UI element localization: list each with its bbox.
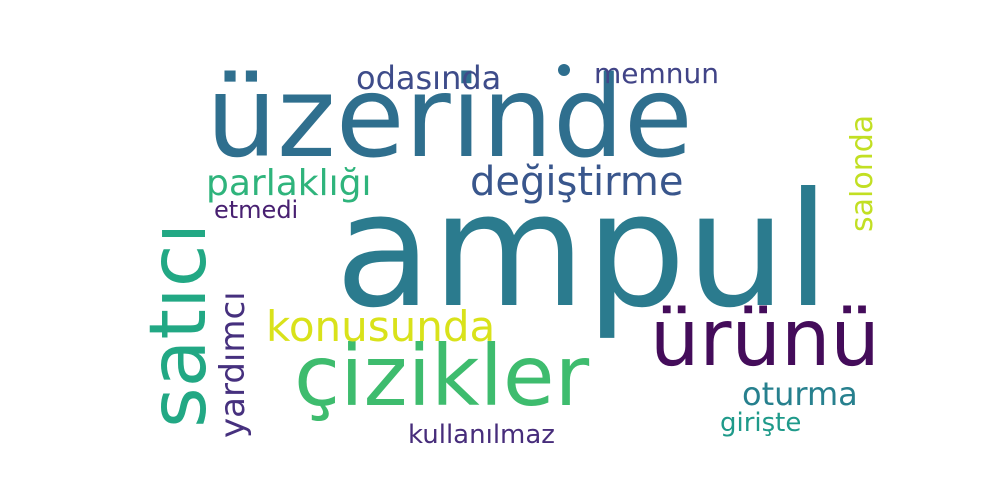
word-etmedi: etmedi xyxy=(214,196,299,224)
word-cizikler: çizikler xyxy=(294,327,590,425)
word-oturma: oturma xyxy=(742,375,858,413)
word-uzerinde: üzerinde xyxy=(206,53,693,183)
word-ampul: ampul xyxy=(335,159,831,343)
word-memnun: memnun xyxy=(594,57,720,90)
dot-mark xyxy=(558,64,570,76)
word-odasinda: odasında xyxy=(356,59,502,97)
word-yardimci: yardımcı xyxy=(213,291,253,438)
word-konusunda: konusunda xyxy=(266,302,496,351)
word-giriste: girişte xyxy=(720,408,802,438)
word-kullanilmaz: kullanılmaz xyxy=(408,420,555,450)
word-satici: satıcı xyxy=(134,222,224,428)
word-degistirme: değiştirme xyxy=(470,159,684,205)
word-urunu: ürünü xyxy=(650,294,880,384)
word-salonda: salonda xyxy=(845,114,880,232)
word-parlakligi: parlaklığı xyxy=(206,163,372,204)
